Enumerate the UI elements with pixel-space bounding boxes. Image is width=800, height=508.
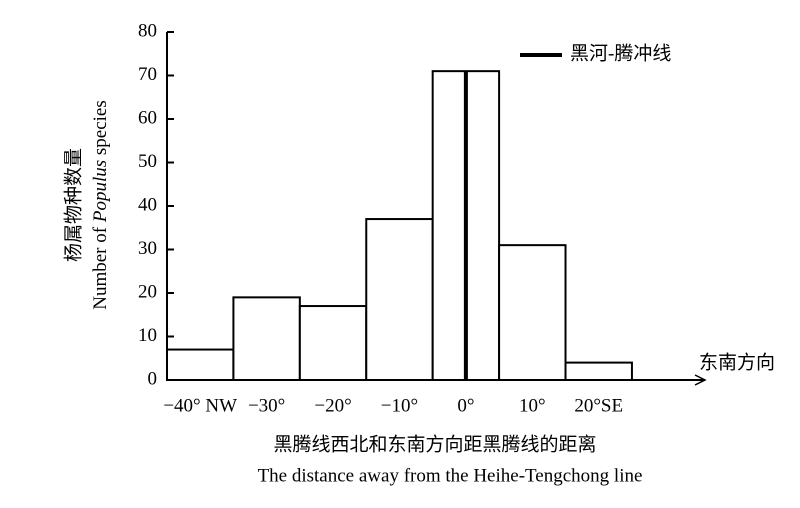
y-axis-label-en: Number of Populus species [90, 100, 111, 310]
y-tick-label: 80 [138, 20, 157, 41]
y-tick-label: 30 [138, 238, 157, 259]
x-tick-label: −40° NW [163, 395, 237, 416]
x-tick-label: −10° [381, 395, 418, 416]
bar [166, 348, 235, 381]
bar [498, 244, 567, 381]
y-label-part: species [90, 100, 111, 160]
y-label-part: Number of [90, 222, 111, 310]
y-tick-label: 20 [138, 281, 157, 302]
x-tick-label: 20°SE [574, 395, 623, 416]
y-tick-label: 0 [148, 368, 158, 389]
arrow-label: 东南方向 [699, 351, 775, 373]
y-tick-label: 40 [138, 194, 157, 215]
y-tick-label: 60 [138, 107, 157, 128]
x-tick-label: −20° [314, 395, 351, 416]
x-axis-arrow [694, 374, 707, 386]
y-tick-label: 10 [138, 325, 157, 346]
y-tick-label: 70 [138, 64, 157, 85]
x-axis-label: 黑腾线西北和东南方向距黑腾线的距离 [273, 433, 596, 455]
legend-label: 黑河-腾冲线 [570, 42, 671, 64]
bar [564, 361, 633, 382]
bar [232, 296, 301, 382]
x-tick-label: −30° [248, 395, 285, 416]
x-tick-label: 10° [519, 395, 546, 416]
y-tick-label: 50 [138, 151, 157, 172]
bar [365, 218, 434, 381]
x-tick-label: 0° [457, 395, 474, 416]
y-label-part: Populus [90, 160, 111, 223]
bar [298, 305, 368, 381]
x-axis-label-en: The distance away from the Heihe-Tengcho… [258, 465, 643, 486]
y-axis-label: 杨属物种数量 [62, 148, 84, 262]
